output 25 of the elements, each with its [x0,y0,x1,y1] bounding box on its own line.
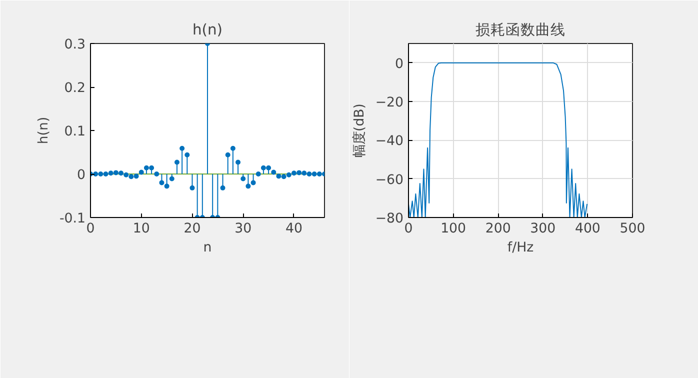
x-tick-label: 400 [574,222,600,236]
x-tick-label: 100 [440,222,466,236]
chart-title: 损耗函数曲线 [476,22,566,38]
y-tick-label: −40 [375,134,404,150]
y-tick-label: −80 [375,212,404,226]
x-tick-label: 10 [132,222,150,236]
y-tick-label: −20 [375,96,404,110]
x-tick-label: 20 [184,222,201,236]
y-tick-label: 0.2 [64,81,86,96]
x-tick-label: 200 [485,222,511,236]
x-tick-label: 30 [234,222,252,236]
x-tick-label: 40 [286,222,302,236]
x-tick-label: 300 [530,222,556,236]
y-tick-label: -0.1 [59,212,86,226]
y-axis-title: 幅度(dB) [351,103,368,158]
y-tick-label: −60 [375,172,404,188]
x-tick-label: 500 [620,222,646,236]
y-tick-label: 0 [395,56,404,72]
x-axis-title: f/Hz [507,240,534,256]
y-axis-title: h(n) [36,116,52,144]
y-tick-label: 0.1 [64,124,86,140]
y-tick-label: 0.3 [64,38,86,52]
y-tick-label: 0 [77,168,86,183]
chart-title: h(n) [192,22,223,38]
x-axis-title: n [203,240,212,256]
